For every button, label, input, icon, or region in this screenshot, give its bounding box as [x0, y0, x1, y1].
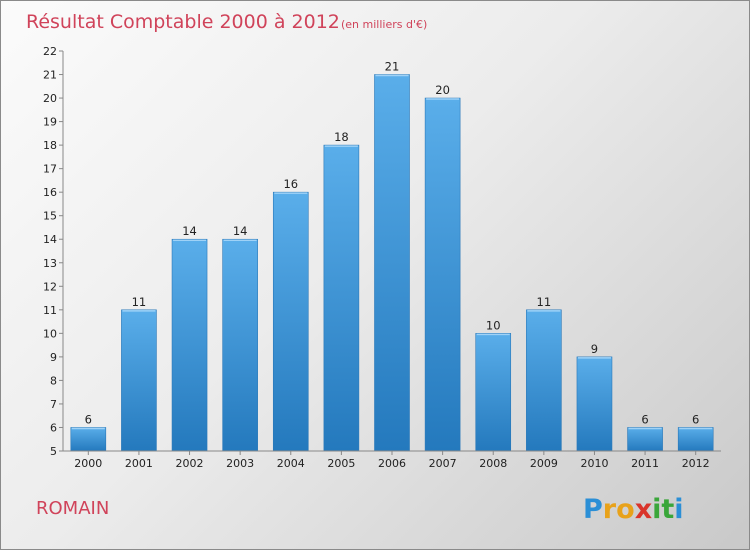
y-tick-label: 15: [43, 210, 57, 223]
commune-name: ROMAIN: [36, 498, 109, 519]
bar-value-label: 11: [132, 295, 147, 309]
x-tick-label: 2010: [580, 457, 608, 470]
logo-letter: t: [661, 494, 674, 525]
bar-2000: [70, 427, 107, 452]
x-tick-label: 2008: [479, 457, 507, 470]
y-tick-label: 22: [43, 45, 57, 58]
x-tick-label: 2000: [74, 457, 102, 470]
y-tick-label: 11: [43, 304, 57, 317]
bar-2008: [475, 333, 512, 452]
bar-2002: [171, 238, 208, 452]
y-tick-label: 5: [50, 445, 57, 458]
logo-letter: i: [674, 494, 683, 525]
y-tick-label: 8: [50, 374, 57, 387]
y-tick-label: 18: [43, 139, 57, 152]
x-tick-label: 2004: [277, 457, 305, 470]
bar-2004: [272, 191, 309, 452]
x-axis: 2000 2001 2002 2003 2004 2005 2006 2007 2008 2009…: [74, 451, 710, 470]
x-tick-label: 2003: [226, 457, 254, 470]
y-tick-label: 14: [43, 233, 57, 246]
bar-2003: [222, 238, 258, 452]
chart-subtitle: (en milliers d'€): [341, 18, 427, 31]
proxiti-logo: Proxiti: [583, 494, 684, 525]
y-tick-label: 9: [50, 351, 57, 364]
bar-2007: [424, 97, 461, 452]
logo-letter: o: [616, 494, 635, 525]
y-tick-label: 12: [43, 280, 57, 293]
y-tick-label: 13: [43, 257, 57, 270]
bar-value-label: 14: [182, 224, 197, 238]
bar-value-label: 10: [486, 318, 501, 332]
bar-value-label: 6: [692, 412, 699, 426]
logo-letter: x: [635, 494, 652, 525]
y-tick-label: 16: [43, 186, 57, 199]
bar-value-label: 18: [334, 130, 349, 144]
x-tick-label: 2002: [176, 457, 204, 470]
y-tick-label: 17: [43, 163, 57, 176]
bar-value-label: 9: [591, 342, 598, 356]
x-tick-label: 2001: [125, 457, 153, 470]
y-axis: 5 6 7 8 9 10 11 12 13 14 15 16 17 18 19 20 21 22: [43, 45, 63, 458]
bars-group: 6 11 14 14 16 18 21 20 10 11 9 6 6: [70, 60, 714, 452]
bar-value-label: 21: [385, 60, 400, 74]
y-tick-label: 19: [43, 116, 57, 129]
bar-2006: [374, 74, 410, 452]
y-tick-label: 10: [43, 327, 57, 340]
x-tick-label: 2012: [682, 457, 710, 470]
bar-value-label: 6: [641, 412, 648, 426]
bar-value-label: 16: [283, 177, 298, 191]
bar-2001: [121, 309, 157, 452]
y-tick-label: 6: [50, 421, 57, 434]
y-tick-label: 20: [43, 92, 57, 105]
bar-value-label: 6: [85, 412, 92, 426]
bar-2010: [576, 356, 613, 452]
bar-value-label: 20: [435, 83, 450, 97]
bar-2012: [677, 427, 714, 452]
x-tick-label: 2009: [530, 457, 558, 470]
bar-value-label: 14: [233, 224, 248, 238]
x-tick-label: 2006: [378, 457, 406, 470]
y-tick-label: 21: [43, 69, 57, 82]
x-tick-label: 2005: [327, 457, 355, 470]
bar-value-label: 11: [537, 295, 552, 309]
x-tick-label: 2007: [429, 457, 457, 470]
y-tick-label: 7: [50, 398, 57, 411]
logo-letter: P: [583, 494, 603, 525]
logo-letter: r: [603, 494, 617, 525]
bar-2009: [526, 309, 562, 452]
logo-letter: i: [652, 494, 661, 525]
x-tick-label: 2011: [631, 457, 659, 470]
bar-2005: [323, 144, 360, 452]
chart-title: Résultat Comptable 2000 à 2012: [26, 11, 340, 33]
bar-2011: [627, 427, 663, 452]
